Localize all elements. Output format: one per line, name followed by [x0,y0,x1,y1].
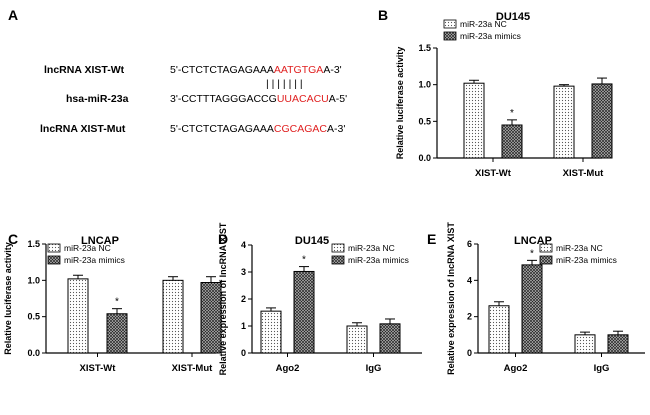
seq-mir: 3'-CCTTTAGGGACCGUUACACUA-5' [170,93,347,105]
bar [521,264,543,354]
y-tick-label: 1.5 [418,43,431,53]
bar [162,279,184,354]
bar [463,82,485,159]
seq-label-mut: lncRNA XIST-Mut [40,123,126,135]
panel-a: A lncRNA XIST-Wt 5'-CTCTCTAGAGAAAAATGTGA… [8,7,347,135]
y-axis-label: Relative luciferase activity [3,242,13,355]
seq-label-wt: lncRNA XIST-Wt [44,64,125,76]
panel-e-letter: E [427,231,436,247]
legend-entry: miR-23a NC [64,243,111,253]
seq-label-mir: hsa-miR-23a [66,93,129,105]
significance-star: * [115,297,119,308]
y-tick-label: 2 [241,294,246,304]
seq-wt: 5'-CTCTCTAGAGAAAAATGTGAA-3' [170,64,342,76]
panel-c: C LNCAP 0.0 0.5 1.0 1.5 Relative luciferase ac… [3,231,222,374]
y-tick-label: 0.5 [27,312,40,322]
legend-entry: miR-23a mimics [556,255,617,265]
seq-wt-suffix: A-3' [323,64,341,76]
panel-b-letter: B [378,7,388,23]
panel-b: B DU145 0.0 0.5 1.0 1.5 Relative luciferase ac… [378,7,613,179]
legend-swatch [331,243,345,253]
seq-mut: 5'-CTCTCTAGAGAAACGCAGACA-3' [170,123,345,135]
significance-star: * [530,248,534,259]
seq-mut-prefix: 5'-CTCTCTAGAGAAA [170,123,274,135]
legend-entry: miR-23a mimics [64,255,125,265]
legend-swatch [47,243,61,253]
legend-entry: miR-23a mimics [460,31,521,41]
legend-entry: miR-23a NC [348,243,395,253]
category-label: XIST-Wt [80,363,117,374]
bar [67,278,89,354]
bar [591,83,613,159]
legend-swatch [443,31,457,41]
seq-mut-site: CGCAGAC [274,123,328,135]
legend-swatch [47,255,61,265]
seq-wt-site: AATGTGA [274,64,323,76]
bar [379,323,401,354]
category-label: XIST-Mut [563,168,604,179]
y-tick-label: 1.5 [27,239,40,249]
bar [553,85,575,159]
seq-wt-prefix: 5'-CTCTCTAGAGAAA [170,64,274,76]
y-tick-label: 0.0 [27,348,40,358]
panel-d-letter: D [218,231,228,247]
y-tick-label: 0 [467,348,472,358]
seq-mir-seed: UUACACU [277,93,329,105]
y-tick-label: 3 [241,267,246,277]
legend-swatch [331,255,345,265]
significance-star: * [510,108,514,119]
category-label: IgG [366,363,382,374]
panel-b-title: DU145 [496,11,530,23]
seq-mut-suffix: A-3' [327,123,345,135]
panel-d-title: DU145 [295,235,329,247]
panel-c-title: LNCAP [81,235,119,247]
significance-star: * [302,255,306,266]
y-axis-label: Relative luciferase activity [395,47,405,160]
y-tick-label: 2 [467,312,472,322]
category-label: XIST-Mut [172,363,213,374]
panel-a-letter: A [8,7,18,23]
y-tick-label: 0.0 [418,153,431,163]
y-tick-label: 0 [241,348,246,358]
legend-entry: miR-23a NC [556,243,603,253]
seq-mir-suffix: A-5' [329,93,347,105]
bar [260,310,282,354]
y-axis-label: Relative expression of lncRNA XIST [446,222,456,375]
legend-entry: miR-23a mimics [348,255,409,265]
category-label: XIST-Wt [475,168,512,179]
bar [346,325,368,354]
panel-c-letter: C [8,231,18,247]
bar [501,124,523,159]
bar [574,334,596,354]
category-label: Ago2 [276,363,300,374]
legend-swatch [539,243,553,253]
category-label: Ago2 [504,363,528,374]
y-tick-label: 4 [241,240,246,250]
legend-entry: miR-23a NC [460,19,507,29]
legend-swatch [443,19,457,29]
y-tick-label: 4 [467,275,472,285]
panel-d: D DU145 0 1 2 3 4 Relative expression of lncRNA… [218,222,422,375]
pairing-bars: | | | | | | | [266,78,303,90]
y-tick-label: 1 [241,321,246,331]
category-label: IgG [594,363,610,374]
y-tick-label: 1.0 [27,275,40,285]
y-tick-label: 6 [467,239,472,249]
charts-group: B DU145 0.0 0.5 1.0 1.5 Relative luciferase ac… [3,7,645,375]
y-axis-label: Relative expression of lncRNA XIST [218,222,228,375]
bar [488,305,510,354]
bar [607,334,629,354]
y-tick-label: 1.0 [418,80,431,90]
bar [293,270,315,354]
bar [106,313,128,354]
y-tick-label: 0.5 [418,116,431,126]
seq-mir-prefix: 3'-CCTTTAGGGACCG [170,93,277,105]
legend-swatch [539,255,553,265]
